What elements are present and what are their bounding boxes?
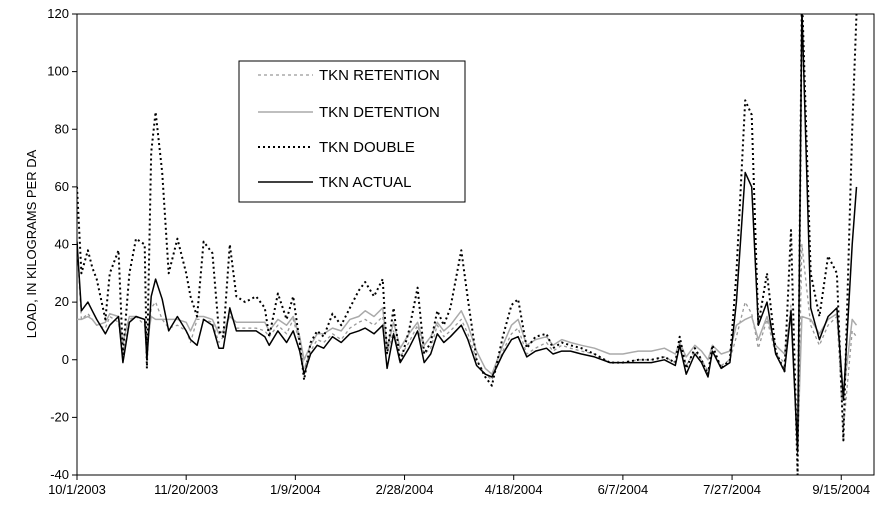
y-tick-label: 100: [47, 64, 69, 79]
series-line-tkn-detention: [77, 307, 858, 447]
series-line-tkn-actual: [77, 14, 858, 453]
legend-label-tkn-detention: TKN DETENTION: [319, 104, 440, 121]
x-tick-label: 10/1/2003: [48, 482, 106, 497]
x-axis: 10/1/2003 11/20/2003 1/9/2004 2/28/2004 4/18…: [48, 475, 870, 497]
y-axis-title: LOAD, IN KILOGRAMS PER DA: [24, 149, 39, 338]
y-tick-label: 60: [55, 179, 69, 194]
y-tick-label: -20: [50, 409, 69, 424]
x-tick-label: 9/15/2004: [812, 482, 870, 497]
x-tick-label: 6/7/2004: [598, 482, 649, 497]
legend-label-tkn-retention: TKN RETENTION: [319, 67, 440, 84]
plot-area: [76, 13, 875, 476]
y-tick-label: 20: [55, 294, 69, 309]
x-tick-label: 7/27/2004: [703, 482, 761, 497]
y-tick-label: -40: [50, 467, 69, 482]
series-line-tkn-retention: [77, 243, 858, 456]
legend-label-tkn-actual: TKN ACTUAL: [319, 174, 412, 191]
y-tick-label: 40: [55, 237, 69, 252]
y-tick-label: 0: [62, 352, 69, 367]
y-tick-label: 80: [55, 121, 69, 136]
legend-box: [238, 60, 466, 203]
y-axis: -40 -20 0 20 40 60 80 100 120: [47, 6, 77, 482]
legend-label-tkn-double: TKN DOUBLE: [319, 139, 415, 156]
x-tick-label: 2/28/2004: [376, 482, 434, 497]
x-tick-label: 4/18/2004: [485, 482, 543, 497]
series-layer: [77, 14, 858, 475]
x-tick-label: 11/20/2003: [154, 482, 218, 497]
y-tick-label: 120: [47, 6, 69, 21]
legend: TKN RETENTION TKN DETENTION TKN DOUBLE T…: [238, 60, 466, 203]
x-tick-label: 1/9/2004: [270, 482, 321, 497]
